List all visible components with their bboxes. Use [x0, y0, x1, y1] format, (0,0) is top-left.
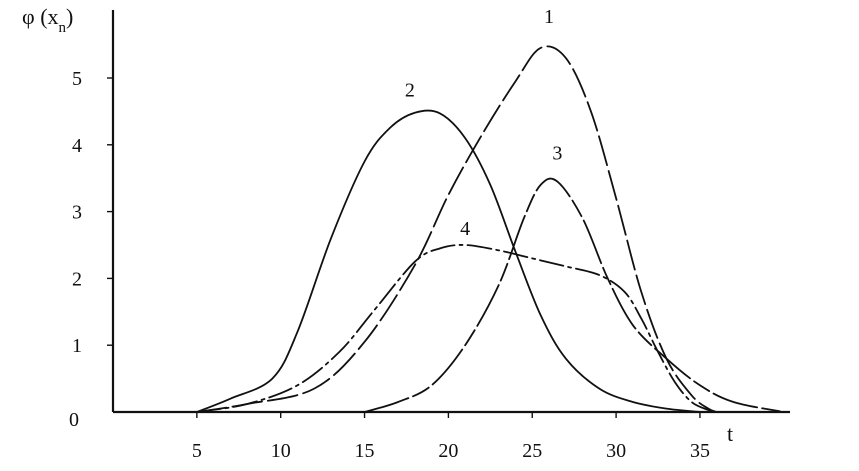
y-tick-label-0: 0 — [69, 409, 79, 431]
curve-label-1: 1 — [544, 6, 554, 28]
y-axis-title-main: φ (x — [22, 4, 59, 29]
curve-label-2: 2 — [405, 80, 415, 102]
axes — [111, 10, 790, 414]
y-axis-title: φ (xn) — [22, 4, 73, 36]
x-axis-title: t — [727, 421, 733, 446]
x-tick-label-5: 30 — [606, 440, 626, 462]
x-tick-label-6: 35 — [690, 440, 710, 462]
y-axis-title-close: ) — [66, 4, 73, 29]
y-tick-label-2: 2 — [72, 268, 82, 290]
x-tick-label-1: 10 — [271, 440, 291, 462]
series-group — [195, 45, 785, 413]
y-tick-label-3: 3 — [72, 202, 82, 224]
series-line-1 — [195, 45, 718, 413]
y-tick-label-1: 1 — [72, 335, 82, 357]
tick-group: 5 10 15 20 25 30 35 0 1 2 3 4 5 — [69, 68, 710, 462]
x-tick-label-0: 5 — [192, 440, 202, 462]
y-axis-title-subscript: n — [59, 20, 67, 36]
y-tick-label-4: 4 — [72, 135, 82, 157]
x-tick-label-3: 20 — [438, 440, 458, 462]
y-tick-label-5: 5 — [72, 68, 82, 90]
curve-label-group: 1 2 3 4 — [405, 6, 563, 240]
series-line-2 — [195, 109, 701, 413]
x-tick-label-4: 25 — [522, 440, 542, 462]
curve-label-3: 3 — [552, 142, 562, 164]
x-tick-label-2: 15 — [355, 440, 375, 462]
series-line-3 — [363, 177, 785, 413]
series-line-4 — [195, 244, 718, 413]
curve-label-4: 4 — [460, 218, 470, 240]
